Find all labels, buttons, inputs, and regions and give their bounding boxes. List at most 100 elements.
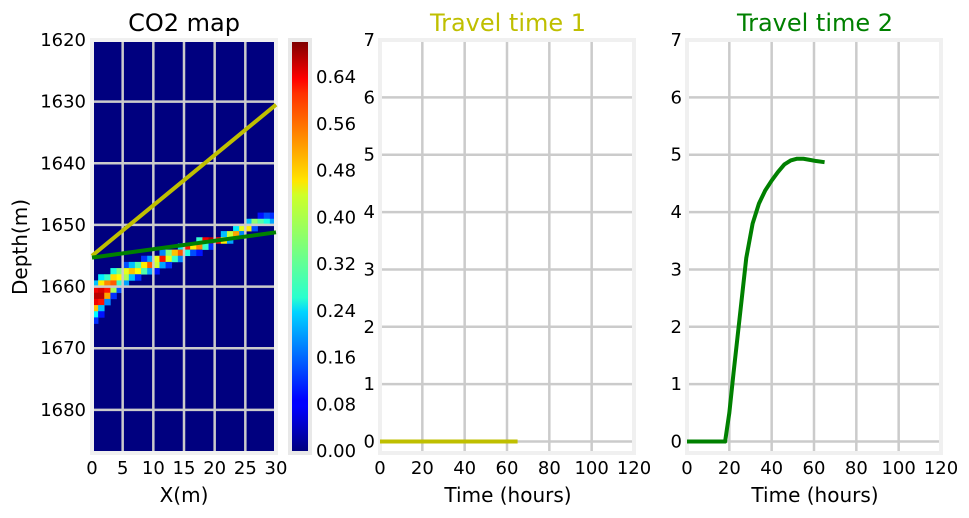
co2-cell <box>171 249 179 257</box>
co2-cell <box>159 255 166 263</box>
x-tick-label: 0 <box>374 458 385 479</box>
co2-cell <box>153 268 160 275</box>
co2-cell <box>226 231 234 238</box>
x-tick-label: 5 <box>117 458 128 479</box>
x-tick-label: 100 <box>574 458 608 479</box>
co2-cell <box>257 212 265 220</box>
x-tick-label: 120 <box>924 458 958 479</box>
co2-cell <box>92 311 99 318</box>
co2-cell <box>92 280 99 287</box>
co2-cell <box>190 243 197 250</box>
co2-cell <box>153 255 160 263</box>
co2-cell <box>110 286 117 294</box>
series-line <box>687 156 825 444</box>
co2-cell <box>92 292 99 300</box>
colorbar-tick-label: 0.32 <box>316 254 356 275</box>
y-tick-label: 6 <box>364 87 375 108</box>
y-tick-label: 3 <box>364 259 375 280</box>
co2-cell <box>196 243 203 250</box>
y-tick-label: 1620 <box>40 30 86 51</box>
x-tick-label: 20 <box>718 458 741 479</box>
co2-cell <box>165 261 173 269</box>
y-tick-label: 2 <box>671 317 682 338</box>
colorbar-tick-label: 0.24 <box>316 301 356 322</box>
travel-time-1-plot: 0 20 40 60 80 100 120 0 1 2 3 4 5 6 7 <box>364 30 652 479</box>
x-tick-label: 0 <box>681 458 692 479</box>
co2-cell <box>92 298 99 306</box>
co2-cell <box>147 255 154 263</box>
y-tick-label: 1660 <box>40 277 86 298</box>
co2-cell <box>141 255 148 263</box>
colorbar-gradient <box>292 42 308 451</box>
co2-cell <box>122 274 130 281</box>
co2-map-title: CO2 map <box>128 9 240 37</box>
co2-cell <box>165 255 173 263</box>
co2-cell <box>104 274 111 281</box>
plot-frame <box>685 38 943 455</box>
x-tick-label: 40 <box>760 458 783 479</box>
co2-cell <box>128 274 136 281</box>
co2-cell <box>263 218 271 226</box>
co2-cell <box>269 218 277 226</box>
co2-map-ylabel: Depth(m) <box>8 199 32 295</box>
x-tick-label: 60 <box>496 458 519 479</box>
y-tick-label: 1 <box>671 374 682 395</box>
y-tick-label: 1650 <box>40 215 86 236</box>
colorbar-tick-label: 0.64 <box>316 67 356 88</box>
co2-cell <box>153 261 160 269</box>
co2-map-line <box>90 103 278 258</box>
co2-cell <box>104 286 111 294</box>
co2-cell <box>147 261 154 269</box>
co2-cell <box>233 231 240 238</box>
co2-cell <box>233 224 240 232</box>
x-tick-label: 40 <box>453 458 476 479</box>
co2-cell <box>98 311 105 318</box>
co2-map-x-ticks: 0 5 10 15 20 25 30 <box>86 458 287 479</box>
co2-cell <box>208 243 215 250</box>
x-tick-label: 20 <box>203 458 226 479</box>
co2-cell <box>110 268 117 275</box>
x-tick-label: 60 <box>803 458 826 479</box>
y-tick-label: 6 <box>671 87 682 108</box>
y-tick-label: 5 <box>364 145 375 166</box>
co2-cell <box>202 243 209 250</box>
co2-cell <box>104 280 111 287</box>
co2-cell <box>110 280 117 287</box>
co2-cell <box>245 218 252 226</box>
co2-cell <box>116 280 123 287</box>
co2-cell <box>98 298 105 306</box>
co2-cell <box>128 261 136 269</box>
y-tick-label: 3 <box>671 259 682 280</box>
co2-cell <box>239 231 246 238</box>
co2-cell <box>92 286 99 294</box>
colorbar: 0.00 0.08 0.16 0.24 0.32 0.40 0.48 0.56 0.64 <box>288 38 356 462</box>
co2-map-cells <box>92 212 277 324</box>
co2-cell <box>122 268 130 275</box>
co2-cell <box>251 218 258 226</box>
co2-cell <box>98 305 105 312</box>
co2-cell <box>134 261 142 269</box>
co2-map-panel: CO2 map 0 5 10 15 20 25 30 1620 1630 1640 1650 166… <box>8 9 287 507</box>
y-tick-label: 4 <box>671 202 682 223</box>
colorbar-tick-label: 0.16 <box>316 348 356 369</box>
y-tick-label: 1670 <box>40 338 86 359</box>
co2-cell <box>184 243 191 250</box>
co2-cell <box>263 212 271 220</box>
y-tick-label: 1630 <box>40 92 86 113</box>
y-tick-label: 1640 <box>40 153 86 174</box>
co2-cell <box>184 249 191 257</box>
co2-cell <box>269 212 277 220</box>
co2-cell <box>159 261 166 269</box>
y-tick-label: 1680 <box>40 400 86 421</box>
co2-cell <box>116 268 123 275</box>
x-tick-label: 80 <box>538 458 561 479</box>
co2-cell <box>122 261 130 269</box>
co2-map-lines <box>90 103 278 260</box>
x-tick-label: 15 <box>173 458 196 479</box>
co2-cell <box>128 268 136 275</box>
x-tick-label: 25 <box>234 458 257 479</box>
y-tick-label: 0 <box>671 432 682 453</box>
co2-map-xlabel: X(m) <box>160 483 209 507</box>
co2-cell <box>220 231 228 238</box>
